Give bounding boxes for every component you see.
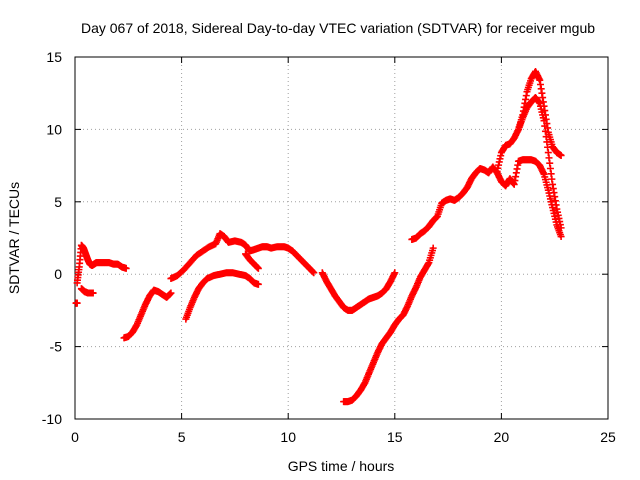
- series-track-g: [408, 156, 565, 243]
- y-tick-label: 0: [54, 266, 62, 282]
- series-track-c: [167, 230, 318, 283]
- data-point: [310, 269, 318, 277]
- x-tick-label: 0: [71, 429, 79, 445]
- series-track-a3: [77, 285, 97, 297]
- x-tick-label: 5: [178, 429, 186, 445]
- y-tick-labels: -10 -5 0 5 10 15: [42, 49, 62, 427]
- data-series: [72, 67, 565, 406]
- x-tick-labels: 0 5 10 15 20 25: [71, 429, 616, 445]
- series-track-c2: [242, 250, 262, 272]
- x-tick-label: 25: [600, 429, 616, 445]
- series-track-i: [514, 67, 565, 159]
- data-point: [391, 269, 399, 277]
- series-track-d: [182, 269, 262, 323]
- data-point: [167, 289, 175, 297]
- data-point: [254, 280, 262, 288]
- data-point: [557, 224, 565, 232]
- data-point: [122, 264, 130, 272]
- y-tick-label: -10: [42, 411, 62, 427]
- y-tick-label: -5: [50, 339, 63, 355]
- x-tick-label: 10: [280, 429, 296, 445]
- x-axis-label: GPS time / hours: [288, 458, 395, 474]
- data-point: [89, 289, 97, 297]
- data-point: [254, 264, 262, 272]
- y-tick-label: 5: [54, 194, 62, 210]
- data-point: [73, 299, 81, 307]
- data-point: [557, 151, 565, 159]
- series-track-a1: [72, 299, 81, 307]
- x-tick-label: 15: [387, 429, 403, 445]
- series-track-f: [340, 244, 437, 406]
- y-axis-label: SDTVAR / TECUs: [6, 182, 22, 294]
- y-tick-label: 10: [46, 121, 62, 137]
- y-tick-label: 15: [46, 49, 62, 65]
- data-point: [429, 244, 437, 252]
- plot-frame: [74, 56, 609, 420]
- series-track-a2: [73, 241, 130, 287]
- x-tick-label: 20: [494, 429, 510, 445]
- data-point: [557, 233, 565, 241]
- series-track-e: [318, 269, 399, 314]
- series-track-b: [120, 286, 175, 342]
- chart-title: Day 067 of 2018, Sidereal Day-to-day VTE…: [81, 20, 595, 36]
